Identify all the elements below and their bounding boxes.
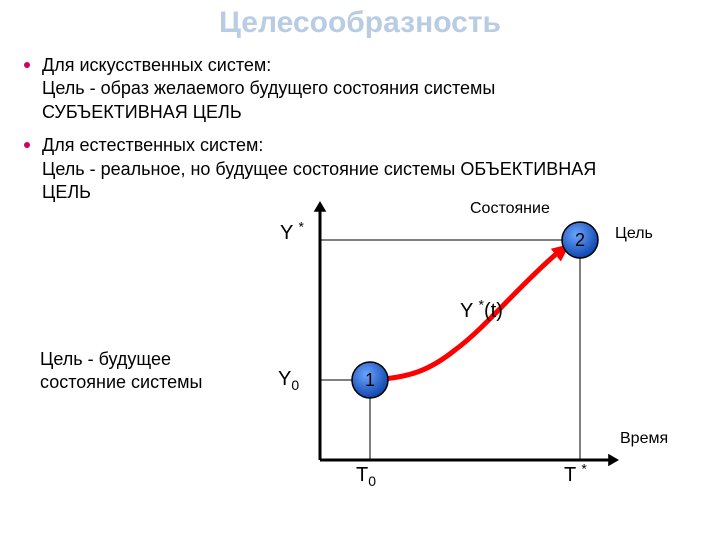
label-part: T <box>564 464 581 486</box>
t-star-label: T * <box>564 464 587 487</box>
bullet-dot-icon <box>24 62 30 68</box>
bullet-line: Для искусственных систем: <box>42 55 271 75</box>
goal-label: Цель <box>615 225 653 243</box>
y-zero-label: Y0 <box>278 368 299 391</box>
bullet-line: Для естественных систем: <box>42 135 263 155</box>
slide-title: Целесообразность <box>0 6 720 40</box>
bullet-line: СУБЪЕКТИВНАЯ ЦЕЛЬ <box>42 102 242 122</box>
svg-text:2: 2 <box>575 230 585 250</box>
label-part: Y <box>460 300 479 322</box>
bullet-item: Для естественных систем: Цель - реальное… <box>20 134 700 204</box>
curve-label: Y *(t) <box>460 300 503 323</box>
caption-line: Цель - будущее <box>40 349 171 369</box>
label-part: Y <box>278 368 291 390</box>
label-sup: * <box>581 460 586 476</box>
caption-line: состояние системы <box>40 372 202 392</box>
label-part: (t) <box>484 300 503 322</box>
bullet-list: Для искусственных систем: Цель - образ ж… <box>20 54 700 214</box>
side-caption: Цель - будущее состояние системы <box>40 348 202 395</box>
svg-text:1: 1 <box>365 370 375 390</box>
y-star-label: Y * <box>280 222 304 245</box>
x-axis-title: Время <box>620 430 668 448</box>
label-sub: 0 <box>368 473 376 489</box>
bullet-line: Цель - реальное, но будущее состояние си… <box>42 159 596 179</box>
bullet-line: ЦЕЛЬ <box>42 182 91 202</box>
slide: Целесообразность Для искусственных систе… <box>0 0 720 540</box>
label-part: T <box>356 464 368 486</box>
bullet-line: Цель - образ желаемого будущего состояни… <box>42 78 495 98</box>
bullet-dot-icon <box>24 142 30 148</box>
t-zero-label: T0 <box>356 464 376 487</box>
goal-diagram: 12 <box>280 200 700 510</box>
label-part: Y <box>280 222 299 244</box>
label-sub: 0 <box>291 377 299 393</box>
bullet-item: Для искусственных систем: Цель - образ ж… <box>20 54 700 124</box>
y-axis-title: Состояние <box>470 200 550 218</box>
label-sup: * <box>299 218 304 234</box>
